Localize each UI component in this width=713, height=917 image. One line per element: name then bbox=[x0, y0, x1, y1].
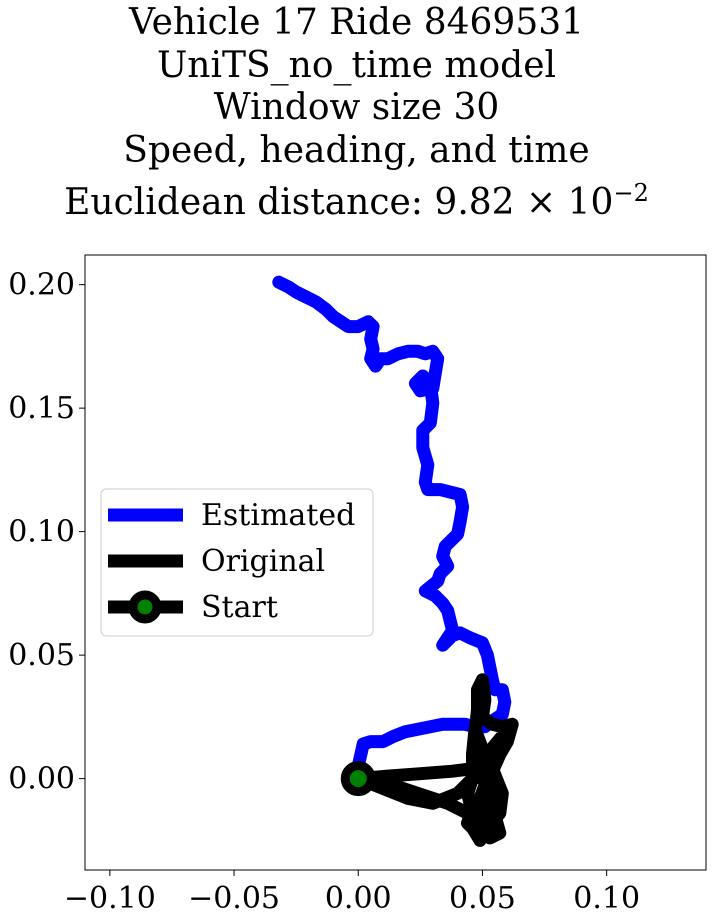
series-layer bbox=[272, 275, 519, 847]
y-tick-label: 0.20 bbox=[8, 268, 75, 303]
legend: Estimated Original Start bbox=[100, 488, 374, 637]
legend-label-original: Original bbox=[201, 544, 325, 579]
y-tick-label: 0.15 bbox=[8, 391, 75, 426]
distance-prefix: Euclidean distance: bbox=[64, 182, 435, 223]
start-marker bbox=[340, 761, 376, 797]
legend-label-start: Start bbox=[201, 590, 278, 625]
title-line-distance: Euclidean distance: 9.82 × 10−2 bbox=[0, 172, 713, 225]
chart-title: Vehicle 17 Ride 8469531 UniTS_no_time mo… bbox=[0, 2, 713, 225]
legend-box bbox=[100, 488, 374, 637]
x-tick-label: 0.10 bbox=[573, 881, 640, 916]
distance-exponent: −2 bbox=[613, 179, 649, 207]
x-tick-label: −0.10 bbox=[64, 881, 156, 916]
x-tick-label: 0.00 bbox=[325, 881, 392, 916]
series-line-original bbox=[351, 673, 519, 847]
x-tick-label: 0.05 bbox=[449, 881, 516, 916]
title-line-features: Speed, heading, and time bbox=[123, 129, 590, 171]
y-tick-label: 0.00 bbox=[8, 762, 75, 797]
distance-base: 10 bbox=[567, 182, 614, 223]
y-tick-label: 0.05 bbox=[8, 638, 75, 673]
y-tick-label: 0.10 bbox=[8, 515, 75, 550]
axes-frame bbox=[84, 254, 707, 871]
title-line-window: Window size 30 bbox=[213, 87, 500, 128]
distance-times: × bbox=[526, 182, 557, 223]
title-line-vehicle: Vehicle 17 Ride 8469531 bbox=[128, 2, 585, 43]
ticks-layer: −0.10 −0.05 0.00 0.05 0.10 0.00 0.05 0.10 0.15 0.… bbox=[8, 268, 640, 916]
legend-start-marker bbox=[128, 590, 162, 624]
legend-label-estimated: Estimated bbox=[201, 498, 355, 533]
x-tick-label: −0.05 bbox=[188, 881, 280, 916]
title-line-model: UniTS_no_time model bbox=[156, 44, 557, 86]
distance-mantissa: 9.82 bbox=[434, 182, 515, 223]
